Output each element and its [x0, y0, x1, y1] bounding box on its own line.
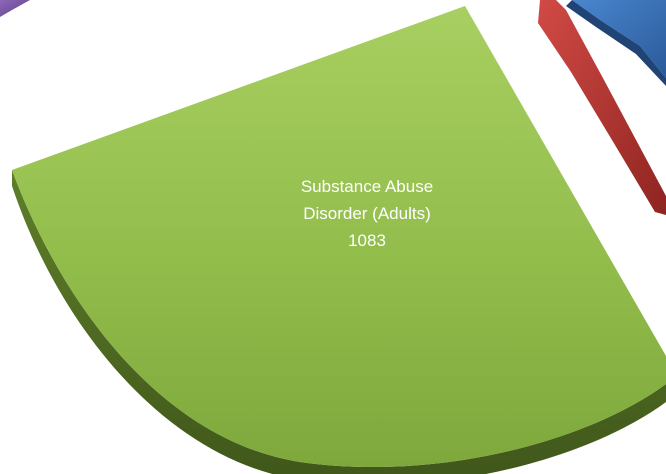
pie-slice-blue-partial [572, 0, 666, 78]
pie-slice-purple-partial [0, 0, 30, 17]
pie-slice-red-partial [538, 0, 666, 215]
slice-category-label-line: Substance Abuse [301, 177, 433, 196]
slice-category-label-line: Disorder (Adults) [303, 204, 431, 223]
slice-data-label: Substance Abuse Disorder (Adults) 1083 [301, 177, 433, 250]
neighbor-slices [0, 0, 666, 215]
slice-value-label: 1083 [348, 231, 386, 250]
pie-slice-blue-edge [566, 0, 666, 86]
pie-slice-top [12, 6, 666, 468]
pie-slice-substance-abuse [12, 6, 666, 474]
